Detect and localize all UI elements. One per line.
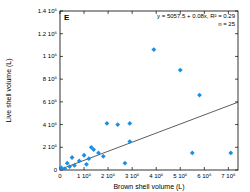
point [86,156,91,161]
point [70,155,75,160]
point [89,145,94,150]
point [127,139,132,144]
y-tick [235,147,238,148]
x-tick [156,167,157,170]
x-tick [228,167,229,170]
x-tick-label: 0 [58,173,62,179]
point [72,163,77,168]
point [115,122,120,127]
x-tick-label: 3 10⁶ [125,173,140,179]
y-tick-label: 0 [54,167,58,173]
sample-size: n = 25 [218,21,236,27]
y-tick [60,101,63,102]
y-tick [235,124,238,125]
point [197,93,202,98]
x-tick [204,167,205,170]
x-tick-label: 1 10⁶ [77,173,92,179]
point [67,164,72,169]
point [101,154,106,159]
chart: 0 1 10⁶ 2 10⁶ 3 10⁶ 4 10⁶ 5 10⁶ 6 10⁶ 7 10⁶ 0 2 1… [0,0,250,192]
point [96,151,101,156]
x-tick-label: 7 10⁶ [221,173,236,179]
y-tick-label: 8 10⁵ [43,76,58,82]
point [77,159,82,164]
y-tick [60,56,63,57]
equation: y = 5057.5 + 0.08x, R² = 0.29 [157,13,236,19]
y-tick-label: 1.4 10⁶ [38,8,58,14]
y-axis-title: Live shell volume (L) [5,58,13,122]
x-tick [132,11,133,14]
y-tick [235,170,238,171]
point [178,68,183,73]
y-tick [60,11,63,12]
y-tick [60,124,63,125]
y-tick [60,147,63,148]
x-tick [108,11,109,14]
point [151,47,156,52]
x-tick [132,167,133,170]
y-tick-label: 1 10⁶ [43,53,58,59]
point [190,151,195,156]
y-tick [60,33,63,34]
point [228,151,233,156]
y-tick [235,33,238,34]
x-tick [60,11,61,14]
plot-area [60,47,238,170]
x-tick-label: 5 10⁶ [173,173,188,179]
x-tick-label: 6 10⁶ [197,173,212,179]
x-tick [84,11,85,14]
trend-line [60,102,238,169]
y-tick-label: 2 10⁵ [43,144,58,150]
y-tick [235,79,238,80]
x-axis-title: Brown shell volume (L) [113,183,184,191]
y-tick [235,56,238,57]
y-tick [235,11,238,12]
x-tick-label: 2 10⁶ [101,173,116,179]
point [123,161,128,166]
point [60,165,64,170]
x-tick [84,167,85,170]
point [82,153,87,158]
x-tick-label: 4 10⁶ [149,173,164,179]
panel-label: E [64,13,70,22]
x-tick [108,167,109,170]
plot-frame [60,11,238,170]
y-tick-label: 4 10⁵ [43,122,58,128]
point [127,121,132,126]
y-tick-label: 1.2 10⁶ [38,31,58,37]
y-tick-label: 6 10⁵ [43,99,58,105]
point [105,121,110,126]
point [84,162,89,167]
point [65,161,70,166]
x-tick [180,167,181,170]
y-tick [60,79,63,80]
